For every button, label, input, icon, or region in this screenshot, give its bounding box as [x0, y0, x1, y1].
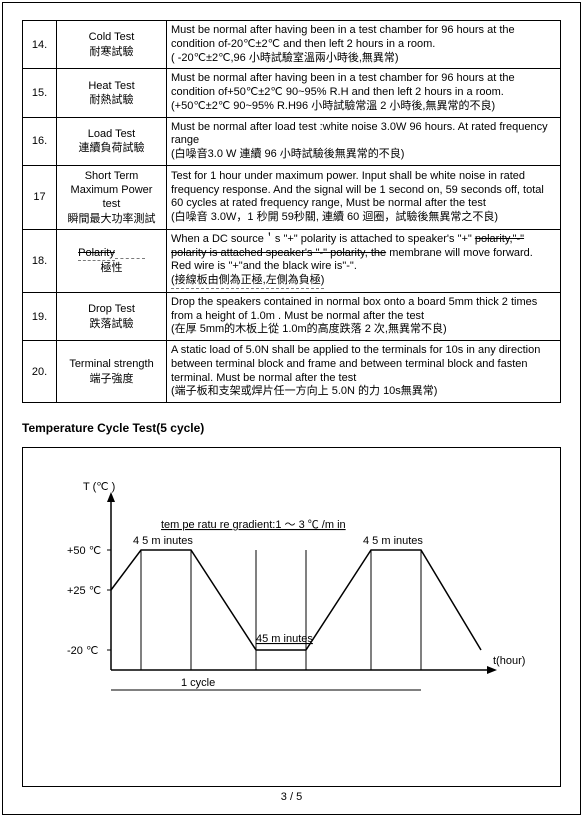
chart-svg: T (℃ ) tem pe ratu re gradient:1 ～ 3 ℃ /m… — [31, 460, 531, 770]
table-row: 16. Load Test 連續負荷試驗 Must be normal afte… — [23, 117, 561, 165]
spec-table: 14. Cold Test 耐寒試驗 Must be normal after … — [22, 20, 561, 403]
row-num: 14. — [23, 21, 57, 69]
table-row: 19. Drop Test 跌落試驗 Drop the speakers con… — [23, 292, 561, 340]
row-desc: Must be normal after having been in a te… — [167, 21, 561, 69]
svg-text:t(hour): t(hour) — [493, 655, 525, 667]
page-number: 3 / 5 — [0, 791, 583, 803]
svg-text:+25 ℃: +25 ℃ — [67, 585, 101, 597]
table-row: 15. Heat Test 耐熱試驗 Must be normal after … — [23, 69, 561, 117]
svg-text:tem pe ratu re gradient:1 ～ 3: tem pe ratu re gradient:1 ～ 3 ℃ /m in — [161, 519, 346, 531]
svg-text:45 m inutes: 45 m inutes — [256, 633, 313, 645]
svg-text:4 5 m inutes: 4 5 m inutes — [363, 535, 423, 547]
svg-text:-20 ℃: -20 ℃ — [67, 645, 98, 657]
table-row: 14. Cold Test 耐寒試驗 Must be normal after … — [23, 21, 561, 69]
table-row: 17 Short Term Maximum Power test 瞬間最大功率測… — [23, 165, 561, 229]
svg-text:4 5 m inutes: 4 5 m inutes — [133, 535, 193, 547]
row-name: Cold Test 耐寒試驗 — [57, 21, 167, 69]
table-row: 18. Polarity 極性 When a DC source＇s "+" p… — [23, 229, 561, 292]
table-row: 20. Terminal strength 端子強度 A static load… — [23, 341, 561, 403]
temperature-cycle-chart: T (℃ ) tem pe ratu re gradient:1 ～ 3 ℃ /m… — [22, 447, 561, 787]
svg-text:1 cycle: 1 cycle — [181, 677, 215, 689]
svg-text:+50 ℃: +50 ℃ — [67, 545, 101, 557]
section-title: Temperature Cycle Test(5 cycle) — [22, 421, 561, 435]
svg-text:T (℃ ): T (℃ ) — [83, 481, 115, 493]
